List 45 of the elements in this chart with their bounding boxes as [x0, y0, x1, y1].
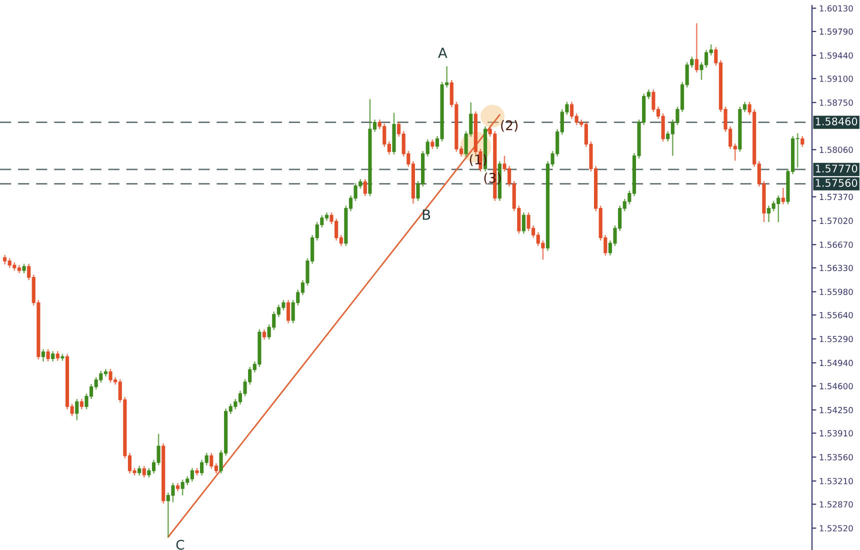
y-tick-label: 1.55290	[820, 336, 853, 342]
y-tick-label: 1.52870	[820, 501, 853, 508]
candlestick	[56, 350, 60, 362]
y-tick-label: 1.55640	[820, 312, 853, 318]
candlestick	[522, 212, 526, 234]
y-tick-label: 1.57370	[820, 194, 853, 200]
candlestick	[41, 348, 46, 362]
candlestick	[286, 299, 290, 324]
y-tick-label: 1.56330	[820, 264, 853, 272]
y-tick-label: 1.59790	[820, 28, 853, 35]
y-tick-label: 1.57020	[820, 218, 853, 224]
annotation: B	[422, 210, 430, 220]
ref-line-label: 1.58460	[816, 117, 858, 126]
candlestick	[75, 398, 79, 421]
y-tick-label: 1.54940	[820, 360, 853, 366]
y-tick-label: 1.58750	[820, 99, 853, 106]
y-tick-label: 1.55980	[820, 288, 853, 296]
annotation: C	[176, 540, 184, 550]
ref-line-label: 1.57770	[816, 164, 858, 172]
candlestick	[51, 350, 55, 362]
candlestick	[262, 328, 266, 340]
candlestick	[22, 263, 26, 274]
y-tick-label: 1.58060	[820, 146, 853, 153]
candlestick	[46, 348, 50, 362]
candlestick	[694, 22, 698, 74]
y-tick-label: 1.60130	[820, 5, 853, 12]
y-tick-label: 1.59440	[820, 52, 853, 59]
candlestick	[430, 138, 434, 150]
y-tick-label: 1.53560	[820, 454, 853, 460]
ref-line-label: 1.57560	[816, 178, 858, 187]
candlestick	[800, 135, 804, 148]
annotation: A	[438, 48, 448, 58]
candlestick	[363, 178, 367, 197]
y-tick-label: 1.53210	[820, 478, 853, 484]
candlestick	[142, 465, 146, 478]
y-tick-label: 1.53910	[820, 430, 853, 436]
y-tick-label: 1.59100	[820, 76, 853, 82]
candlestick	[781, 187, 785, 205]
candlestick	[138, 465, 142, 476]
candlestick	[80, 398, 84, 410]
y-tick-label: 1.54250	[820, 406, 853, 414]
y-tick-label: 1.52520	[820, 525, 853, 532]
annotation: (2)	[501, 120, 518, 132]
y-tick-label: 1.54600	[820, 383, 853, 390]
y-tick-label: 1.56670	[820, 242, 853, 248]
